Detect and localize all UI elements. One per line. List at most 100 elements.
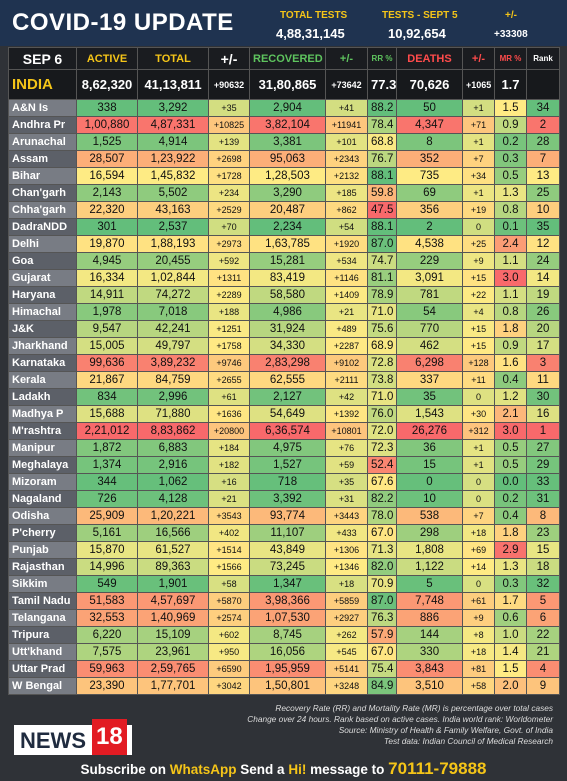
india-cell: 8,62,320 [76,69,138,100]
cell: +2529 [208,201,250,219]
cell: 99,636 [76,354,138,372]
subscribe-line: Subscribe on WhatsApp Send a Hi! message… [0,759,567,779]
state-name: DadraNDD [8,218,77,236]
column-header: RECOVERED [249,47,326,70]
cell: 9,547 [76,320,138,338]
cell: 33 [526,473,560,491]
cell: 22 [526,626,560,644]
footnote: Recovery Rate (RR) and Mortality Rate (M… [275,703,553,713]
cell: 7,018 [137,303,209,321]
cell: 29 [526,456,560,474]
cell: 9 [526,677,560,695]
state-row: Meghalaya 1,374 2,916 +182 1,527 +59 52.4 15 +1 0… [8,456,560,474]
state-name: Bihar [8,167,77,185]
cell: 58,580 [249,286,326,304]
cell: 87.0 [367,235,397,253]
cell: 16,056 [249,643,326,661]
cell: 5,161 [76,524,138,542]
subscribe-part: Hi! [288,762,307,777]
india-cell: INDIA [8,69,77,100]
cell: 4,538 [396,235,463,253]
cell: +70 [208,218,250,236]
cell: +5141 [325,660,368,678]
cell: 68.8 [367,133,397,151]
cell: 71,880 [137,405,209,423]
cell: +185 [325,184,368,202]
cell: 0.5 [494,439,527,457]
state-name: Tripura [8,626,77,644]
cell: 0.1 [494,218,527,236]
cell: 2,59,765 [137,660,209,678]
cell: +2927 [325,609,368,627]
cell: 11 [526,371,560,389]
state-row: Tamil Nadu 51,583 4,57,697 +5870 3,98,366 +58… [8,592,560,610]
column-header: ACTIVE [76,47,138,70]
cell: +312 [462,422,495,440]
india-row: INDIA 8,62,320 41,13,811 +90632 31,80,865 +73… [8,69,560,100]
cell: +862 [325,201,368,219]
cell: 1,88,193 [137,235,209,253]
cell: 15 [526,541,560,559]
cell: 21,867 [76,371,138,389]
cell: +58 [462,677,495,695]
cell: 35 [396,388,463,406]
cell: 22,320 [76,201,138,219]
cell: 144 [396,626,463,644]
state-row: Utt'khand 7,575 23,961 +950 16,056 +545 67.0 33… [8,643,560,661]
cell: 71.0 [367,388,397,406]
cell: 0.4 [494,507,527,525]
cell: +1146 [325,269,368,287]
state-name: Jharkhand [8,337,77,355]
state-row: Assam 28,507 1,23,922 +2698 95,063 +2343 76.7 3… [8,150,560,168]
cell: +30 [462,405,495,423]
column-header-row: SEP 6 ACTIVE TOTAL +/- RECOVERED +/- RR % DEATH… [8,47,560,70]
cell: +1 [462,439,495,457]
cell: +9746 [208,354,250,372]
cell: 88.1 [367,218,397,236]
cell: +139 [208,133,250,151]
cell: 1,40,969 [137,609,209,627]
cell: +2132 [325,167,368,185]
cell: +1514 [208,541,250,559]
cell: 49,797 [137,337,209,355]
state-row: Rajasthan 14,996 89,363 +1566 73,245 +1346 82.… [8,558,560,576]
cell: 0.9 [494,116,527,134]
state-name: J&K [8,320,77,338]
cell: +3248 [325,677,368,695]
india-cell: +1065 [462,69,495,100]
cell: 26,276 [396,422,463,440]
column-header: +/- [325,47,368,70]
cell: 51,583 [76,592,138,610]
cell: +15 [462,320,495,338]
cell: 5 [396,575,463,593]
cell: 4,87,331 [137,116,209,134]
cell: 770 [396,320,463,338]
cell: 1,77,701 [137,677,209,695]
cell: 718 [249,473,326,491]
cell: +1409 [325,286,368,304]
cell: 15,109 [137,626,209,644]
cell: +6590 [208,660,250,678]
cell: 1,95,959 [249,660,326,678]
cell: 2,537 [137,218,209,236]
label: +/- [505,10,517,21]
cell: +7 [462,507,495,525]
cell: 0 [462,490,495,508]
cell: +9 [462,609,495,627]
cell: 47.5 [367,201,397,219]
cell: 75.4 [367,660,397,678]
cell: +21 [325,303,368,321]
cell: 5 [526,592,560,610]
cell: +10801 [325,422,368,440]
cell: +61 [462,592,495,610]
state-row: Madhya P 15,688 71,880 +1636 54,649 +1392 76.0… [8,405,560,423]
cell: +950 [208,643,250,661]
cell: 1,00,880 [76,116,138,134]
cell: 12 [526,235,560,253]
cell: 538 [396,507,463,525]
cell: +182 [208,456,250,474]
state-row: Andhra Pr 1,00,880 4,87,331 +10825 3,82,104 +… [8,116,560,134]
cell: 0.8 [494,201,527,219]
column-header: +/- [462,47,495,70]
state-row: Kerala 21,867 84,759 +2655 62,555 +2111 73.8 33… [8,371,560,389]
